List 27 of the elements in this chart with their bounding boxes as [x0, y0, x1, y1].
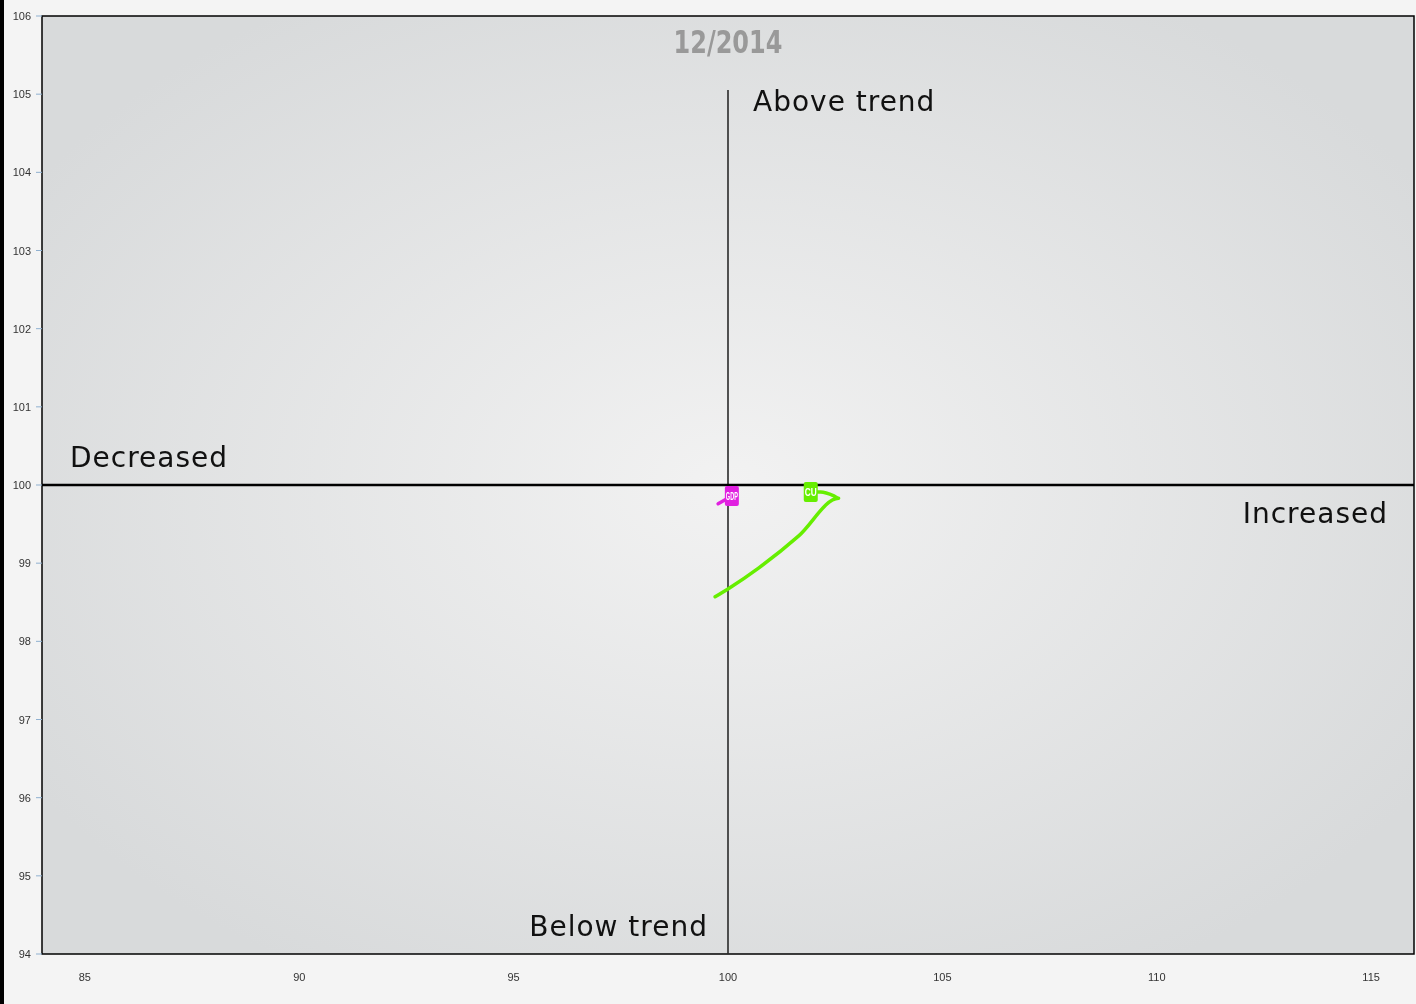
y-tick-label: 98: [18, 635, 31, 648]
annotation: Below trend: [529, 910, 708, 943]
y-tick-label: 94: [18, 948, 31, 960]
annotation: Increased: [1242, 497, 1388, 530]
x-tick-label: 95: [507, 971, 520, 983]
y-tick-label: 103: [12, 244, 31, 257]
x-tick-label: 115: [1362, 971, 1380, 983]
x-tick-label: 100: [718, 971, 738, 983]
x-tick-label: 85: [78, 971, 91, 983]
annotation: Above trend: [753, 85, 936, 118]
x-tick-label: 105: [933, 971, 952, 983]
y-tick-label: 102: [12, 322, 31, 335]
y-tick-label: 97: [18, 713, 31, 726]
series-label: GDP: [725, 490, 748, 502]
y-tick-label: 101: [12, 400, 31, 413]
annotation: Decreased: [70, 441, 229, 474]
y-tick-label: 106: [12, 10, 31, 22]
y-tick-label: 100: [12, 479, 31, 491]
y-tick-label: 96: [18, 791, 31, 804]
x-tick-label: 110: [1147, 971, 1166, 983]
y-tick-label: 104: [12, 166, 31, 179]
y-tick-label: 95: [18, 869, 31, 882]
y-tick-label: 99: [18, 557, 31, 570]
chart-title: 12/2014: [673, 23, 783, 61]
x-tick-label: 90: [293, 971, 306, 983]
y-tick-label: 105: [12, 88, 31, 101]
series-label: CU: [804, 487, 820, 499]
